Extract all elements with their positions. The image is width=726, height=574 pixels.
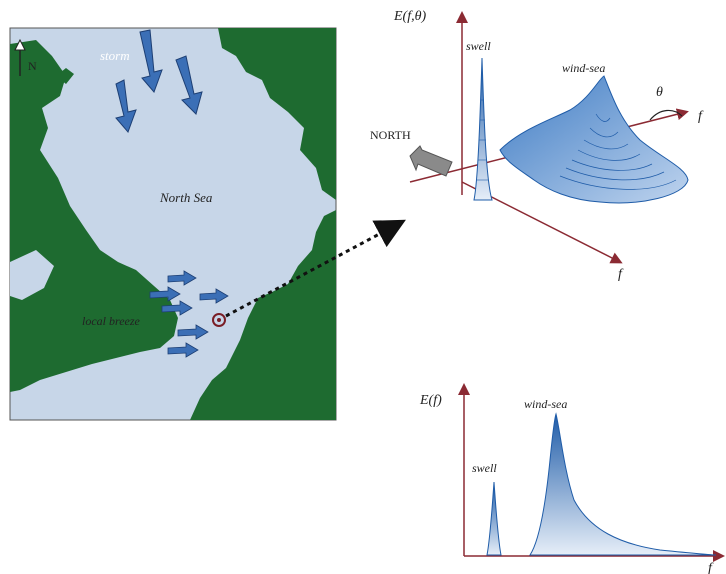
breeze-arrows: [149, 270, 229, 358]
windsea-surface: [499, 75, 689, 204]
breeze-arrow: [167, 342, 199, 358]
breeze-arrow: [161, 300, 193, 316]
swell-contours: [477, 99, 488, 181]
observation-point-icon: [212, 313, 226, 327]
swell-spike: [473, 57, 493, 201]
observation-point-dot: [217, 318, 221, 322]
storm-arrow-1: [139, 29, 163, 93]
windsea-label: wind-sea: [562, 61, 605, 75]
breeze-arrow: [149, 286, 181, 302]
spectrum-y-label: E(f): [419, 393, 442, 408]
north-label: N: [28, 59, 37, 73]
north-sea-label: North Sea: [159, 190, 213, 205]
swell-label: swell: [466, 39, 491, 53]
island-land: [56, 68, 74, 84]
energy-axis-label: E(f,θ): [393, 9, 426, 24]
scandinavia-land: [218, 28, 336, 200]
swell-peak: [486, 481, 502, 556]
breeze-arrow: [177, 324, 209, 340]
local-breeze-label: local breeze: [82, 314, 141, 328]
map-bay: [10, 250, 54, 300]
great-britain-land: [10, 40, 178, 392]
connector-arrow: [225, 219, 406, 318]
f-label-bottom: f: [618, 267, 624, 282]
windsea-peak: [529, 412, 717, 556]
north-direction-label: NORTH: [370, 128, 411, 142]
spectrum-f-label: f: [708, 561, 714, 574]
north-arrowhead: [14, 38, 26, 51]
storm-arrow-3: [175, 55, 203, 115]
storm-arrow-2: [115, 79, 137, 133]
directional-spectrum: E(f,θ) swell wind-sea θ f f NORTH: [370, 9, 704, 282]
north-sea-map: N storm North Sea local breeze: [9, 27, 337, 421]
breeze-arrow: [199, 288, 229, 304]
theta-label: θ: [656, 85, 663, 100]
storm-label: storm: [100, 48, 130, 63]
denmark-land: [190, 210, 336, 420]
frequency-spectrum: E(f) f swell wind-sea: [419, 383, 725, 574]
north-direction-arrow: [409, 145, 453, 177]
windsea-contours: [559, 113, 677, 190]
breeze-arrow: [167, 270, 197, 286]
spectrum-swell-label: swell: [472, 461, 497, 475]
spectrum-windsea-label: wind-sea: [524, 397, 567, 411]
theta-rotation-arrow: [649, 109, 683, 121]
f-label-right: f: [698, 109, 704, 124]
